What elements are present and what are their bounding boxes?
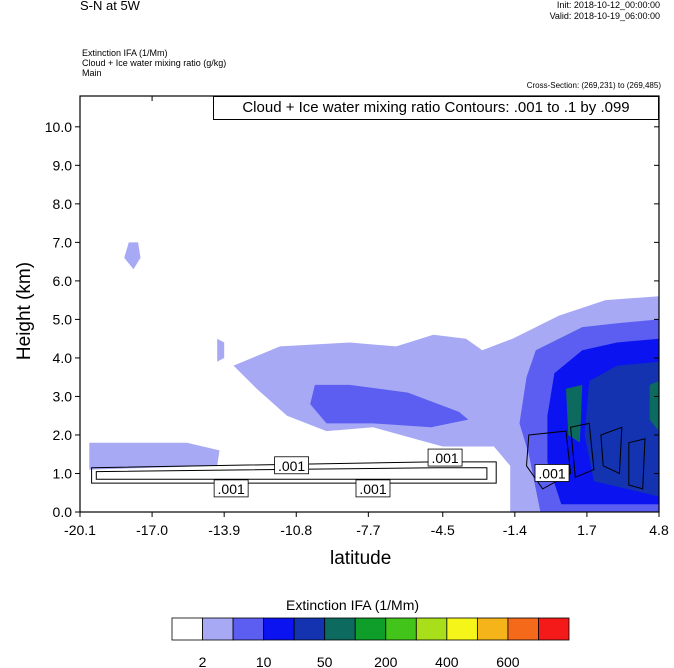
contour-east-2 bbox=[570, 422, 595, 479]
extinction-fill-layer bbox=[89, 242, 659, 512]
colorbar-swatch bbox=[507, 617, 539, 641]
colorbar-swatch bbox=[538, 617, 570, 641]
colorbar-label: 400 bbox=[435, 654, 459, 668]
y-tick-label: 10.0 bbox=[45, 119, 72, 135]
contour-outer bbox=[91, 461, 497, 484]
colorbar-swatch bbox=[476, 617, 509, 641]
plot-title: S-N at 5W bbox=[80, 0, 140, 13]
colorbar: 2 10 50 200 400 600 bbox=[171, 617, 570, 668]
y-tick-label: 8.0 bbox=[53, 196, 73, 212]
fill-east-teal-1 bbox=[566, 384, 583, 443]
y-tick-label: 1.0 bbox=[53, 465, 73, 481]
x-tick-label: -1.4 bbox=[503, 522, 527, 538]
x-axis: -20.1 -17.0 -13.9 -10.8 -7.7 -4.5 -1.4 1.7 4.8 bbox=[64, 96, 669, 538]
mixing-ratio-contours bbox=[91, 422, 646, 490]
colorbar-swatch bbox=[232, 617, 265, 641]
contour-label-box bbox=[213, 479, 249, 498]
contour-east-3 bbox=[600, 426, 623, 475]
colorbar-label: 10 bbox=[256, 654, 272, 668]
contour-label: .001 bbox=[218, 481, 245, 497]
colorbar-swatch bbox=[202, 617, 234, 641]
contour-label-box bbox=[427, 448, 463, 467]
x-tick-label: -13.9 bbox=[208, 522, 240, 538]
init-valid-times: Init: 2018-10-12_00:00:00 Valid: 2018-10… bbox=[550, 0, 660, 22]
fill-mid-band bbox=[310, 384, 469, 428]
contour-east-4 bbox=[628, 438, 646, 490]
x-tick-label: -7.7 bbox=[356, 522, 380, 538]
contour-label: .001 bbox=[278, 458, 305, 474]
y-tick-label: 5.0 bbox=[53, 311, 73, 327]
contour-label: .001 bbox=[431, 450, 458, 466]
x-axis-label: latitude bbox=[330, 548, 392, 569]
y-tick-label: 6.0 bbox=[53, 273, 73, 289]
colorbar-swatch bbox=[324, 617, 356, 641]
fill-patch-low-west bbox=[89, 442, 220, 470]
x-tick-label: 4.8 bbox=[649, 522, 669, 538]
y-axis-label: Height (km) bbox=[14, 261, 35, 361]
fill-patch-small bbox=[217, 338, 225, 362]
contour-label: .001 bbox=[359, 481, 386, 497]
colorbar-label: 200 bbox=[374, 654, 398, 668]
colorbar-label: 2 bbox=[199, 654, 207, 668]
colorbar-title: Extinction IFA (1/Mm) bbox=[286, 597, 420, 613]
colorbar-swatch bbox=[171, 617, 203, 641]
y-axis: 0.0 1.0 2.0 3.0 4.0 5.0 6.0 7.0 8.0 9.0 10.0 bbox=[45, 119, 659, 520]
y-tick-label: 7.0 bbox=[53, 234, 73, 250]
y-tick-label: 3.0 bbox=[53, 388, 73, 404]
contour-info-box: Cloud + Ice water mixing ratio Contours:… bbox=[213, 96, 659, 120]
contour-label-box bbox=[355, 479, 391, 498]
field-name-main: Main bbox=[82, 68, 102, 78]
cross-section-info: Cross-Section: (269,231) to (269,485) bbox=[526, 81, 661, 90]
colorbar-label: 600 bbox=[496, 654, 520, 668]
contour-inner bbox=[95, 467, 488, 480]
contour-label: .001 bbox=[538, 465, 565, 481]
x-tick-label: -17.0 bbox=[136, 522, 168, 538]
colorbar-swatch bbox=[385, 617, 417, 641]
field-name-extinction: Extinction IFA (1/Mm) bbox=[82, 48, 168, 58]
contour-label-box bbox=[274, 456, 310, 475]
x-tick-label: -4.5 bbox=[431, 522, 455, 538]
colorbar-swatch bbox=[415, 617, 448, 641]
x-tick-label: 1.7 bbox=[577, 522, 597, 538]
contour-labels: .001 .001 .001 .001 .001 bbox=[213, 448, 570, 498]
field-name-mixing-ratio: Cloud + Ice water mixing ratio (g/kg) bbox=[82, 58, 227, 68]
colorbar-label: 50 bbox=[317, 654, 333, 668]
init-time: Init: 2018-10-12_00:00:00 bbox=[556, 0, 660, 10]
colorbar-swatch bbox=[354, 617, 387, 641]
valid-time: Valid: 2018-10-19_06:00:00 bbox=[549, 11, 660, 21]
x-tick-label: -10.8 bbox=[280, 522, 312, 538]
fill-east-teal-2 bbox=[649, 381, 659, 432]
colorbar-swatch bbox=[263, 617, 295, 641]
y-tick-label: 2.0 bbox=[53, 427, 73, 443]
colorbar-swatch bbox=[446, 617, 478, 641]
y-tick-label: 0.0 bbox=[53, 504, 73, 520]
colorbar-swatch bbox=[293, 617, 326, 641]
y-tick-label: 4.0 bbox=[53, 350, 73, 366]
y-tick-label: 9.0 bbox=[53, 157, 73, 173]
x-tick-label: -20.1 bbox=[64, 522, 96, 538]
contour-label-box bbox=[534, 464, 570, 482]
fill-patch-upper bbox=[124, 242, 141, 270]
